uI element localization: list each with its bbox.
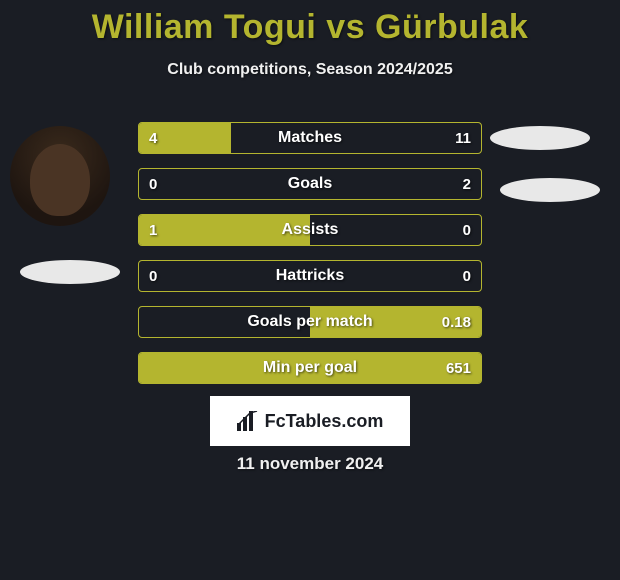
player-left-avatar: [10, 126, 110, 226]
stat-row: 0.18Goals per match: [138, 306, 482, 338]
stat-value-right: 0: [463, 215, 471, 245]
decorative-ellipse-left: [20, 260, 120, 284]
stat-value-right: 0.18: [442, 307, 471, 337]
footer-date: 11 november 2024: [0, 454, 620, 474]
stat-value-right: 2: [463, 169, 471, 199]
decorative-ellipse-right-2: [500, 178, 600, 202]
stat-value-left: 4: [149, 123, 157, 153]
stat-row: 0 0Hattricks: [138, 260, 482, 292]
fctables-logo: FcTables.com: [210, 396, 410, 446]
stat-label: Hattricks: [139, 261, 481, 291]
stat-row: 411Matches: [138, 122, 482, 154]
stat-value-right: 11: [455, 123, 471, 153]
decorative-ellipse-right-1: [490, 126, 590, 150]
logo-text: FcTables.com: [265, 411, 384, 432]
stat-fill-right: [139, 353, 481, 383]
subtitle: Club competitions, Season 2024/2025: [0, 61, 620, 79]
stat-fill-left: [139, 215, 310, 245]
stat-value-right: 651: [446, 353, 471, 383]
page-title: William Togui vs Gürbulak: [0, 0, 620, 47]
stats-bars: 411Matches02Goals10Assists00Hattricks0.1…: [138, 122, 482, 398]
stat-value-left: 1: [149, 215, 157, 245]
stat-value-left: 0: [149, 169, 157, 199]
stat-label: Goals: [139, 169, 481, 199]
stat-row: 651Min per goal: [138, 352, 482, 384]
stat-value-right: 0: [463, 261, 471, 291]
bar-chart-icon: [237, 411, 259, 431]
stat-row: 0 2Goals: [138, 168, 482, 200]
stat-value-left: 0: [149, 261, 157, 291]
stat-row: 10Assists: [138, 214, 482, 246]
